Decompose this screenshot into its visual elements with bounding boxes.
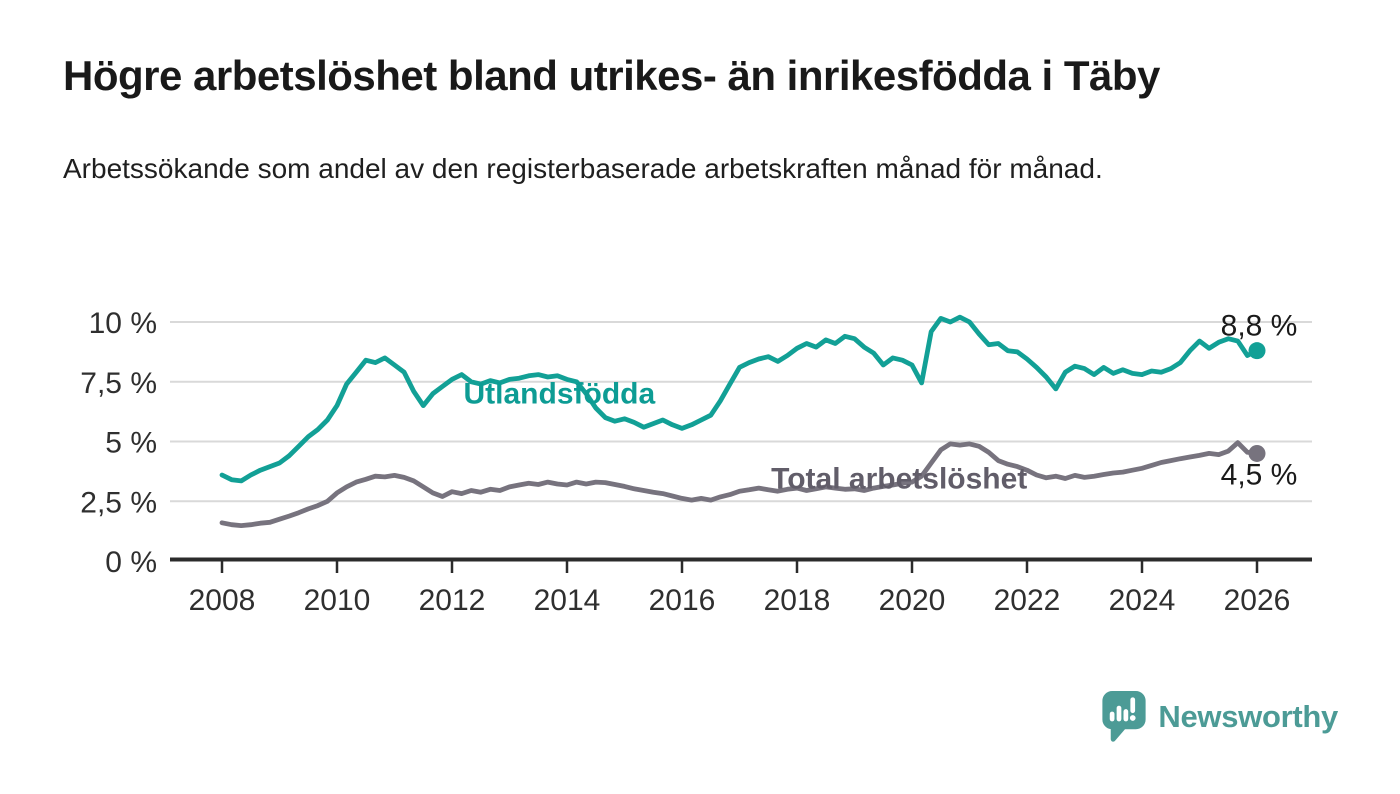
x-tick-label: 2016 xyxy=(649,584,716,617)
x-tick-label: 2022 xyxy=(994,584,1061,617)
series-label-utlandsfo-dda: Utlandsfödda xyxy=(464,378,656,411)
y-tick-label: 2,5 % xyxy=(80,486,157,519)
x-tick-label: 2012 xyxy=(419,584,486,617)
newsworthy-speech-bubble-chart-icon xyxy=(1102,690,1146,742)
series-line-utlandsfo-dda xyxy=(219,314,1260,484)
series-line-total-arbetslo-shet xyxy=(219,440,1260,528)
series-label-total-arbetslo-shet: Total arbetslöshet xyxy=(771,463,1027,496)
x-tick-label: 2008 xyxy=(189,584,256,617)
page-title: Högre arbetslöshet bland utrikes- än inr… xyxy=(63,52,1160,99)
y-tick-label: 10 % xyxy=(89,307,157,340)
y-tick-label: 0 % xyxy=(105,546,157,579)
end-value-label-total-arbetslo-shet: 4,5 % xyxy=(1221,458,1298,491)
newsworthy-logo: Newsworthy xyxy=(1100,689,1338,744)
y-tick-label: 7,5 % xyxy=(80,367,157,400)
x-tick-label: 2024 xyxy=(1109,584,1176,617)
x-tick-label: 2010 xyxy=(304,584,371,617)
x-tick-label: 2014 xyxy=(534,584,601,617)
chart-subtitle: Arbetssökande som andel av den registerb… xyxy=(63,153,1103,184)
newsworthy-wordmark: Newsworthy xyxy=(1158,698,1338,734)
end-value-label-utlandsfo-dda: 8,8 % xyxy=(1221,310,1298,343)
y-tick-label: 5 % xyxy=(105,427,157,460)
x-tick-label: 2018 xyxy=(764,584,831,617)
end-dot-utlandsfo-dda xyxy=(1248,342,1266,360)
end-dot-total-arbetslo-shet xyxy=(1248,444,1266,462)
x-tick-label: 2020 xyxy=(879,584,946,617)
x-tick-label: 2026 xyxy=(1224,584,1291,617)
